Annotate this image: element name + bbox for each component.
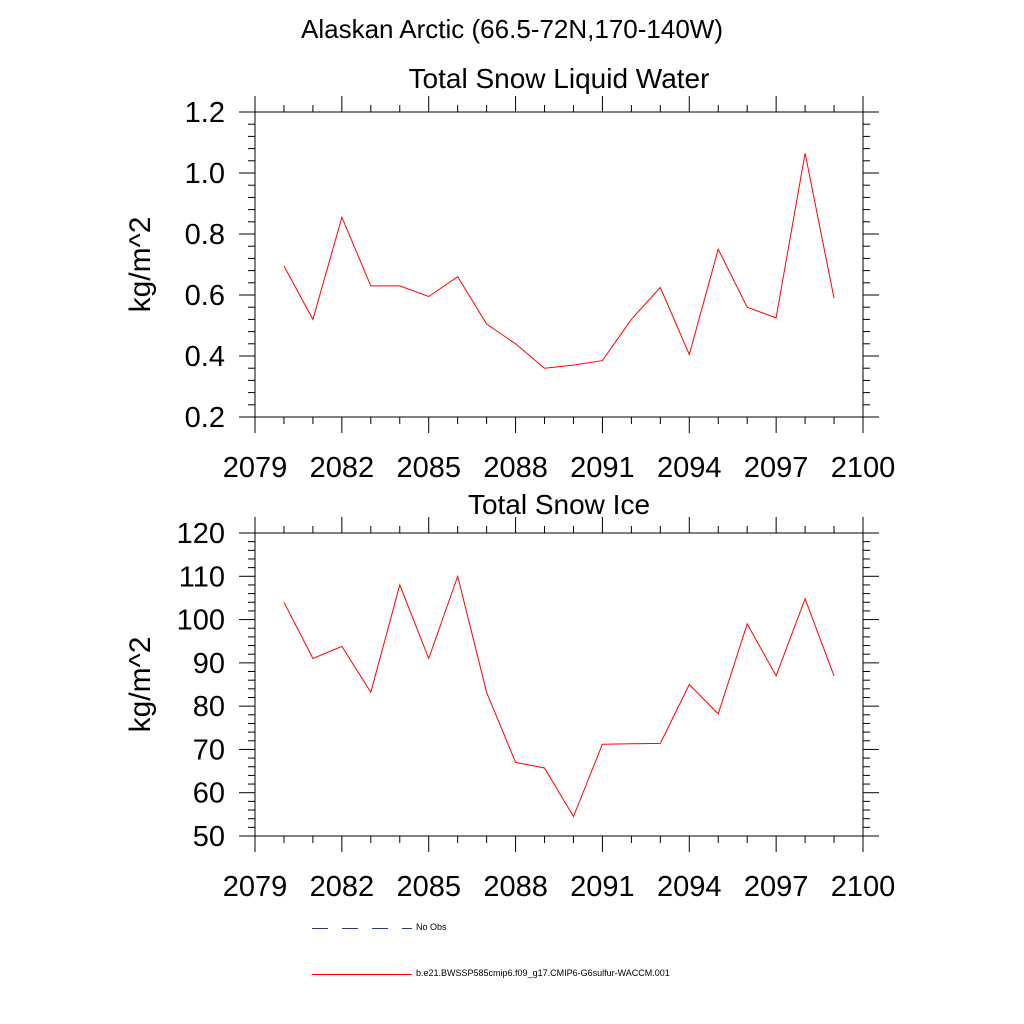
legend-label: No Obs [416,922,447,932]
series-line [283,153,835,369]
y-tick-label: 0.4 [185,341,225,373]
x-tick-label: 2091 [570,452,635,484]
y-tick-label: 0.6 [185,280,225,312]
x-tick-label: 2085 [396,871,461,903]
x-tick-label: 2091 [570,871,635,903]
y-tick-label: 1.2 [185,97,225,129]
chart-title: Total Snow Liquid Water [409,63,710,94]
x-tick-label: 2100 [831,871,896,903]
x-tick-label: 2097 [744,452,809,484]
y-tick-label: 1.0 [185,158,225,190]
x-tick-label: 2079 [223,871,288,903]
y-tick-label: 100 [177,605,225,637]
x-tick-label: 2088 [483,871,548,903]
legend-label: b.e21.BWSSP585cmip6.f09_g17.CMIP6-G6sulf… [416,968,670,978]
y-tick-label: 110 [179,561,225,593]
x-tick-label: 2088 [483,452,548,484]
y-axis-label: kg/m^2 [124,217,157,313]
y-tick-label: 120 [177,518,225,550]
series-line [283,574,835,818]
x-tick-label: 2097 [744,871,809,903]
x-tick-label: 2094 [657,871,722,903]
y-tick-label: 90 [193,648,225,680]
y-tick-label: 50 [193,821,225,853]
y-tick-label: 0.8 [185,219,225,251]
x-tick-label: 2082 [310,871,375,903]
legend-solid-line [312,974,412,975]
x-tick-label: 2082 [310,452,375,484]
y-tick-label: 70 [193,734,225,766]
y-axis-label: kg/m^2 [124,637,157,733]
plot-frame [254,532,864,837]
y-tick-label: 80 [193,691,225,723]
chart-title: Total Snow Ice [468,489,650,520]
x-tick-label: 2100 [831,452,896,484]
plot-frame [254,111,864,418]
legend-dashed-line [312,928,412,929]
x-tick-label: 2094 [657,452,722,484]
x-tick-label: 2085 [396,452,461,484]
page-title: Alaskan Arctic (66.5-72N,170-140W) [301,14,723,44]
x-tick-label: 2079 [223,452,288,484]
y-tick-label: 0.2 [185,402,225,434]
y-tick-label: 60 [193,778,225,810]
